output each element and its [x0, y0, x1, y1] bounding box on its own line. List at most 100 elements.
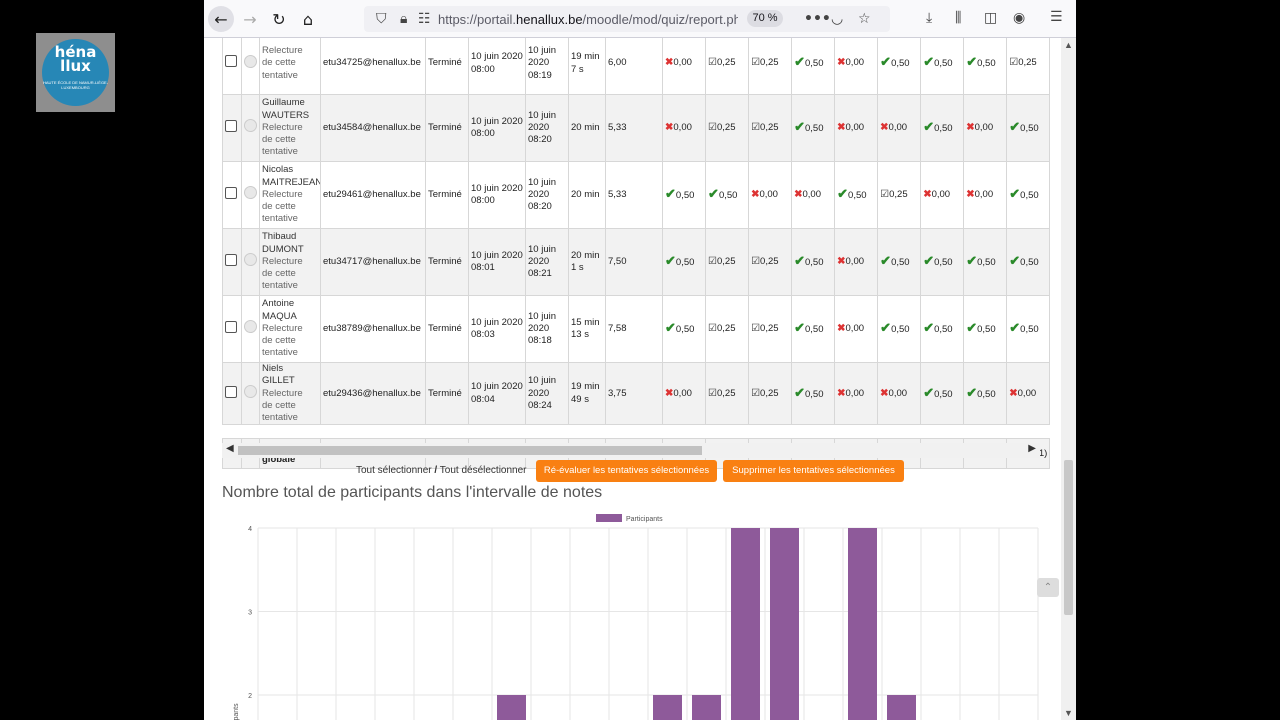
question-grade-cell[interactable]: ✔0,50: [791, 295, 836, 363]
reload-icon[interactable]: ↻: [272, 9, 286, 29]
question-grade-cell[interactable]: ✔0,50: [920, 228, 965, 296]
deselect-all-link[interactable]: Tout désélectionner: [439, 465, 527, 476]
back-icon[interactable]: ←: [208, 6, 234, 32]
question-grade-cell[interactable]: ☑0,25: [877, 161, 922, 229]
question-grade-cell[interactable]: ☑0,25: [1006, 38, 1051, 95]
question-grade-cell[interactable]: ✖0,00: [920, 161, 965, 229]
question-grade-cell[interactable]: ✔0,50: [661, 161, 707, 229]
question-grade-cell[interactable]: ✔0,50: [1006, 161, 1051, 229]
address-bar[interactable]: ⛉ 🔒︎ ☷ https://portail.henallux.be/moodl…: [364, 6, 890, 32]
scroll-right-icon[interactable]: ▶: [1028, 443, 1036, 454]
question-grade-cell[interactable]: ☑0,25: [748, 38, 793, 95]
review-attempt-link[interactable]: Relecture de cette tentative: [262, 121, 303, 158]
student-name[interactable]: Thibaud DUMONT: [262, 231, 304, 255]
question-grade-cell[interactable]: ✖0,00: [834, 361, 879, 426]
question-grade-cell[interactable]: ✔0,50: [1006, 228, 1051, 296]
delete-attempts-button[interactable]: Supprimer les tentatives sélectionnées: [723, 460, 904, 482]
question-grade-cell[interactable]: ✖0,00: [661, 38, 707, 95]
sidebar-icon[interactable]: ◫: [984, 10, 998, 26]
student-name[interactable]: Antoine MAQUA: [262, 298, 297, 322]
question-grade-cell[interactable]: ✖0,00: [834, 295, 879, 363]
question-grade-cell[interactable]: ✔0,50: [963, 228, 1008, 296]
question-grade-cell[interactable]: ✖0,00: [834, 228, 879, 296]
scroll-left-icon[interactable]: ◀: [226, 443, 234, 454]
avatar[interactable]: [244, 119, 257, 133]
permissions-icon[interactable]: ☷: [418, 11, 431, 27]
back-to-top-icon[interactable]: ⌃: [1037, 578, 1059, 597]
table-horizontal-scrollbar[interactable]: ◀ ▶: [222, 443, 1040, 458]
select-all-link[interactable]: Tout sélectionner: [356, 465, 432, 476]
question-grade-cell[interactable]: ✔0,50: [661, 295, 707, 363]
account-icon[interactable]: ◉: [1013, 10, 1026, 26]
question-grade-cell[interactable]: ✖0,00: [1006, 361, 1051, 426]
question-grade-cell[interactable]: ☑0,25: [705, 94, 750, 162]
avatar[interactable]: [244, 186, 257, 200]
review-attempt-link[interactable]: Relecture de cette tentative: [262, 255, 303, 292]
question-grade-cell[interactable]: ✔0,50: [920, 361, 965, 426]
question-grade-cell[interactable]: ☑0,25: [705, 295, 750, 363]
review-attempt-link[interactable]: Relecture de cette tentative: [262, 387, 303, 424]
question-grade-cell[interactable]: ☑0,25: [748, 94, 793, 162]
question-grade-cell[interactable]: ✖0,00: [877, 94, 922, 162]
question-grade-cell[interactable]: ✔0,50: [920, 38, 965, 95]
question-grade-cell[interactable]: ✔0,50: [963, 38, 1008, 95]
bookmark-star-icon[interactable]: ☆: [858, 11, 871, 27]
question-grade-cell[interactable]: ✖0,00: [661, 94, 707, 162]
question-grade-cell[interactable]: ✔0,50: [963, 295, 1008, 363]
question-grade-cell[interactable]: ✖0,00: [661, 361, 707, 426]
question-grade-cell[interactable]: ✔0,50: [877, 228, 922, 296]
question-grade-cell[interactable]: ✔0,50: [920, 295, 965, 363]
question-grade-cell[interactable]: ✔0,50: [705, 161, 750, 229]
question-grade-cell[interactable]: ✔0,50: [963, 361, 1008, 426]
student-name[interactable]: Niels GILLET: [262, 363, 295, 387]
question-grade-cell[interactable]: ✔0,50: [791, 228, 836, 296]
url-text[interactable]: https://portail.henallux.be/moodle/mod/q…: [438, 12, 738, 27]
question-grade-cell[interactable]: ✖0,00: [791, 161, 836, 229]
shield-icon[interactable]: ⛉: [376, 11, 387, 27]
question-grade-cell[interactable]: ✔0,50: [877, 295, 922, 363]
pocket-icon[interactable]: ◡: [831, 11, 844, 27]
question-grade-cell[interactable]: ✖0,00: [963, 94, 1008, 162]
row-checkbox[interactable]: [225, 55, 237, 68]
question-grade-cell[interactable]: ✔0,50: [791, 361, 836, 426]
review-attempt-link[interactable]: Relecture de cette tentative: [262, 322, 303, 359]
student-name[interactable]: Nicolas MAITREJEAN: [262, 164, 321, 188]
zoom-level[interactable]: 70 %: [747, 10, 783, 27]
question-grade-cell[interactable]: ✖0,00: [748, 161, 793, 229]
menu-icon[interactable]: ☰: [1050, 9, 1063, 25]
row-checkbox[interactable]: [225, 385, 237, 398]
question-grade-cell[interactable]: ☑0,25: [748, 295, 793, 363]
library-icon[interactable]: ⫼: [955, 10, 962, 26]
row-checkbox[interactable]: [225, 186, 237, 199]
question-grade-cell[interactable]: ✖0,00: [963, 161, 1008, 229]
question-grade-cell[interactable]: ☑0,25: [705, 228, 750, 296]
page-scroll-thumb[interactable]: [1064, 460, 1073, 615]
question-grade-cell[interactable]: ☑0,25: [748, 228, 793, 296]
question-grade-cell[interactable]: ✔0,50: [791, 38, 836, 95]
question-grade-cell[interactable]: ✔0,50: [877, 38, 922, 95]
question-grade-cell[interactable]: ✔0,50: [834, 161, 879, 229]
question-grade-cell[interactable]: ✖0,00: [834, 94, 879, 162]
lock-icon[interactable]: 🔒︎: [400, 11, 408, 27]
row-checkbox[interactable]: [225, 119, 237, 132]
regrade-button[interactable]: Ré-évaluer les tentatives sélectionnées: [536, 460, 717, 482]
avatar[interactable]: [244, 253, 257, 267]
question-grade-cell[interactable]: ✔0,50: [791, 94, 836, 162]
scroll-down-icon[interactable]: ▼: [1064, 708, 1073, 718]
scroll-up-icon[interactable]: ▲: [1064, 40, 1073, 50]
forward-icon[interactable]: →: [243, 9, 257, 29]
question-grade-cell[interactable]: ✖0,00: [834, 38, 879, 95]
row-checkbox[interactable]: [225, 320, 237, 333]
question-grade-cell[interactable]: ✔0,50: [920, 94, 965, 162]
more-icon[interactable]: •••: [804, 11, 831, 27]
avatar[interactable]: [244, 385, 257, 399]
question-grade-cell[interactable]: ✔0,50: [661, 228, 707, 296]
question-grade-cell[interactable]: ☑0,25: [748, 361, 793, 426]
avatar[interactable]: [244, 54, 257, 68]
question-grade-cell[interactable]: ☑0,25: [705, 38, 750, 95]
page-vertical-scrollbar[interactable]: ▲ ▼: [1061, 38, 1076, 720]
review-attempt-link[interactable]: Relecture de cette tentative: [262, 45, 303, 81]
question-grade-cell[interactable]: ✖0,00: [877, 361, 922, 426]
student-name[interactable]: Guillaume WAUTERS: [262, 97, 310, 121]
question-grade-cell[interactable]: ✔0,50: [1006, 94, 1051, 162]
